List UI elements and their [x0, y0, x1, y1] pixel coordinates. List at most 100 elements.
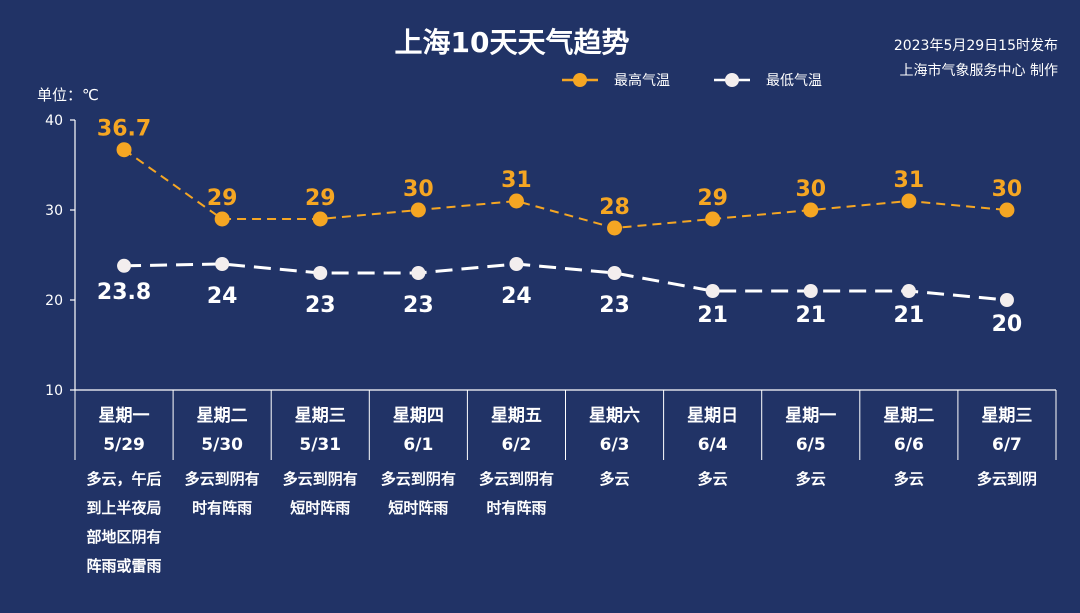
- date-label: 5/29: [103, 435, 145, 455]
- low-temp-label: 23: [403, 293, 434, 318]
- series-layer: 36.7 29 29 30 31 28 29 30 31 30 23.8 24 23 23 24 23 21 21…: [97, 117, 1022, 337]
- high-temp-point: [803, 202, 819, 218]
- weather-description: 短时阵雨: [290, 499, 350, 517]
- date-label: 6/2: [502, 435, 532, 455]
- high-temp-point: [705, 211, 721, 227]
- low-temp-label: 21: [795, 303, 826, 328]
- low-temp-point: [509, 257, 524, 271]
- weather-description: 多云: [600, 470, 630, 488]
- high-temp-label: 31: [501, 168, 532, 193]
- low-temp-point: [901, 284, 916, 298]
- weather-description: 多云到阴有: [381, 470, 456, 488]
- legend-label-high: 最高气温: [614, 72, 670, 89]
- axes: 10 20 30 40: [45, 113, 1056, 399]
- y-tick-label: 20: [45, 293, 63, 309]
- high-temp-point: [116, 142, 132, 158]
- weather-description: 多云: [698, 470, 728, 488]
- weather-description: 部地区阴有: [87, 528, 162, 546]
- y-tick-label: 10: [45, 383, 63, 399]
- date-label: 6/4: [698, 435, 728, 455]
- weekday-label: 星期五: [491, 406, 542, 426]
- producer-credit: 上海市气象服务中心 制作: [900, 62, 1058, 79]
- date-label: 5/30: [201, 435, 243, 455]
- weather-description: 多云到阴有: [185, 470, 260, 488]
- low-temp-label: 21: [697, 303, 728, 328]
- low-temp-point: [117, 258, 132, 273]
- weekday-label: 星期一: [99, 406, 150, 426]
- weekday-label: 星期三: [295, 406, 346, 426]
- low-temp-label: 23: [305, 293, 336, 318]
- day-column: 星期一 6/5 多云: [785, 406, 836, 488]
- low-temp-point: [215, 257, 230, 271]
- low-temp-point: [803, 284, 818, 298]
- legend-item-low: 最低气温: [714, 73, 822, 89]
- high-temp-point: [901, 193, 917, 209]
- legend-marker-low: [725, 73, 739, 87]
- date-label: 5/31: [299, 435, 341, 455]
- y-tick-label: 30: [45, 203, 63, 219]
- issue-time: 2023年5月29日15时发布: [894, 38, 1058, 54]
- weekday-label: 星期日: [687, 406, 738, 426]
- weather-description: 到上半夜局: [87, 499, 162, 517]
- weather-description: 多云，午后: [87, 470, 162, 488]
- legend: 最高气温 最低气温: [562, 72, 822, 89]
- high-temp-point: [999, 202, 1015, 218]
- low-temp-label: 24: [207, 284, 238, 309]
- series-high-temp: 36.7 29 29 30 31 28 29 30 31 30: [97, 117, 1022, 236]
- weather-description: 多云: [796, 470, 826, 488]
- high-temp-point: [312, 211, 328, 227]
- high-temp-label: 29: [305, 186, 336, 211]
- weather-description: 多云到阴有: [479, 470, 554, 488]
- series-low-temp: 23.8 24 23 23 24 23 21 21 21 20: [97, 257, 1022, 337]
- weekday-label: 星期六: [589, 405, 640, 426]
- low-temp-label: 24: [501, 284, 532, 309]
- y-tick-label: 40: [45, 113, 63, 129]
- high-temp-label: 29: [697, 186, 728, 211]
- high-temp-point: [410, 202, 426, 218]
- weather-description: 阵雨或雷雨: [87, 557, 162, 575]
- chart-title: 上海10天天气趋势: [395, 26, 630, 59]
- high-temp-point: [607, 220, 623, 236]
- weather-description: 多云到阴: [977, 470, 1037, 488]
- high-temp-point: [214, 211, 230, 227]
- date-label: 6/7: [992, 435, 1022, 455]
- weather-description: 时有阵雨: [192, 499, 252, 517]
- weather-description: 多云: [894, 470, 924, 488]
- high-temp-label: 29: [207, 186, 238, 211]
- date-label: 6/3: [600, 435, 630, 455]
- weather-description: 时有阵雨: [486, 499, 546, 517]
- low-temp-point: [607, 266, 622, 280]
- high-temp-label: 31: [894, 168, 925, 193]
- low-temp-point: [411, 266, 426, 280]
- low-temp-label: 21: [894, 303, 925, 328]
- date-table-grid: [74, 390, 1057, 460]
- high-temp-line: [123, 148, 1008, 230]
- legend-marker-high: [573, 73, 587, 87]
- y-axis-unit: 单位：℃: [37, 86, 99, 104]
- low-temp-point: [313, 266, 328, 280]
- low-temp-label: 20: [992, 312, 1023, 337]
- high-temp-label: 30: [795, 177, 826, 202]
- weekday-label: 星期二: [883, 406, 934, 426]
- weather-description: 短时阵雨: [388, 499, 448, 517]
- weekday-label: 星期二: [197, 406, 248, 426]
- date-label: 6/6: [894, 435, 924, 455]
- high-temp-label: 30: [403, 177, 434, 202]
- day-column: 星期六 6/3 多云: [589, 405, 640, 488]
- weather-description: 多云到阴有: [283, 470, 358, 488]
- low-temp-point: [999, 293, 1014, 307]
- low-temp-line: [124, 262, 1008, 302]
- legend-label-low: 最低气温: [766, 73, 822, 89]
- high-temp-label: 28: [599, 195, 630, 220]
- high-temp-label: 36.7: [97, 117, 151, 142]
- low-temp-label: 23: [599, 293, 630, 318]
- day-column: 星期日 6/4 多云: [687, 406, 738, 488]
- high-temp-label: 30: [992, 177, 1023, 202]
- high-temp-point: [508, 193, 524, 209]
